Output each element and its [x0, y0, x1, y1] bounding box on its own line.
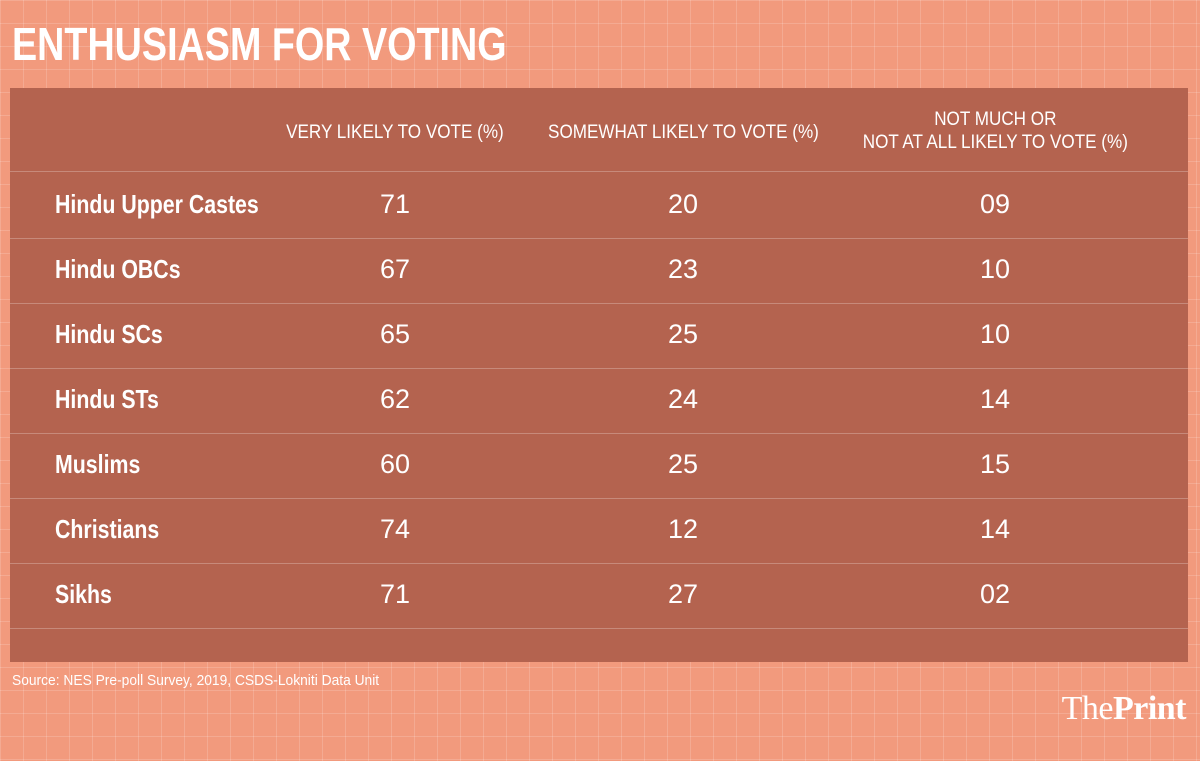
row-divider	[10, 498, 1188, 499]
row-divider	[10, 368, 1188, 369]
column-header-1: VERY LIKELY TO VOTE (%)	[286, 122, 504, 143]
table-cell: 71	[379, 578, 411, 609]
table-cell: 67	[379, 253, 411, 284]
row-label: Sikhs	[55, 578, 112, 609]
row-divider	[10, 563, 1188, 564]
table-cell: 23	[667, 253, 699, 284]
row-divider	[10, 628, 1188, 629]
table-cell: 09	[979, 188, 1011, 219]
table-cell: 27	[667, 578, 699, 609]
data-table: VERY LIKELY TO VOTE (%) SOMEWHAT LIKELY T…	[10, 88, 1188, 662]
logo-the-text: The	[1061, 690, 1114, 727]
table-cell: 25	[667, 318, 699, 349]
table-cell: 20	[667, 188, 699, 219]
column-header-2: SOMEWHAT LIKELY TO VOTE (%)	[547, 122, 819, 143]
table-cell: 71	[379, 188, 411, 219]
table-cell: 10	[979, 318, 1011, 349]
row-label: Hindu Upper Castes	[55, 188, 259, 219]
row-label: Hindu STs	[55, 383, 159, 414]
column-header-3: NOT MUCH OR NOT AT ALL LIKELY TO VOTE (%…	[862, 109, 1128, 153]
row-label: Muslims	[55, 448, 141, 479]
table-cell: 02	[979, 578, 1011, 609]
row-label: Hindu SCs	[55, 318, 163, 349]
table-cell: 74	[379, 513, 411, 544]
table-cell: 60	[379, 448, 411, 479]
logo-print-text: Print	[1112, 690, 1187, 727]
table-cell: 12	[667, 513, 699, 544]
chart-title: ENTHUSIASM FOR VOTING	[12, 18, 507, 70]
table-cell: 10	[979, 253, 1011, 284]
source-note: Source: NES Pre-poll Survey, 2019, CSDS-…	[12, 672, 380, 689]
table-cell: 15	[979, 448, 1011, 479]
row-divider	[10, 303, 1188, 304]
table-cell: 65	[379, 318, 411, 349]
row-label: Christians	[55, 513, 160, 544]
row-label: Hindu OBCs	[55, 253, 181, 284]
table-cell: 24	[667, 383, 699, 414]
table-cell: 25	[667, 448, 699, 479]
row-divider	[10, 433, 1188, 434]
row-divider	[10, 238, 1188, 239]
table-cell: 14	[979, 513, 1011, 544]
table-cell: 62	[379, 383, 411, 414]
table-cell: 14	[979, 383, 1011, 414]
theprint-logo: ThePrint	[1061, 690, 1187, 728]
header-divider	[10, 171, 1188, 172]
